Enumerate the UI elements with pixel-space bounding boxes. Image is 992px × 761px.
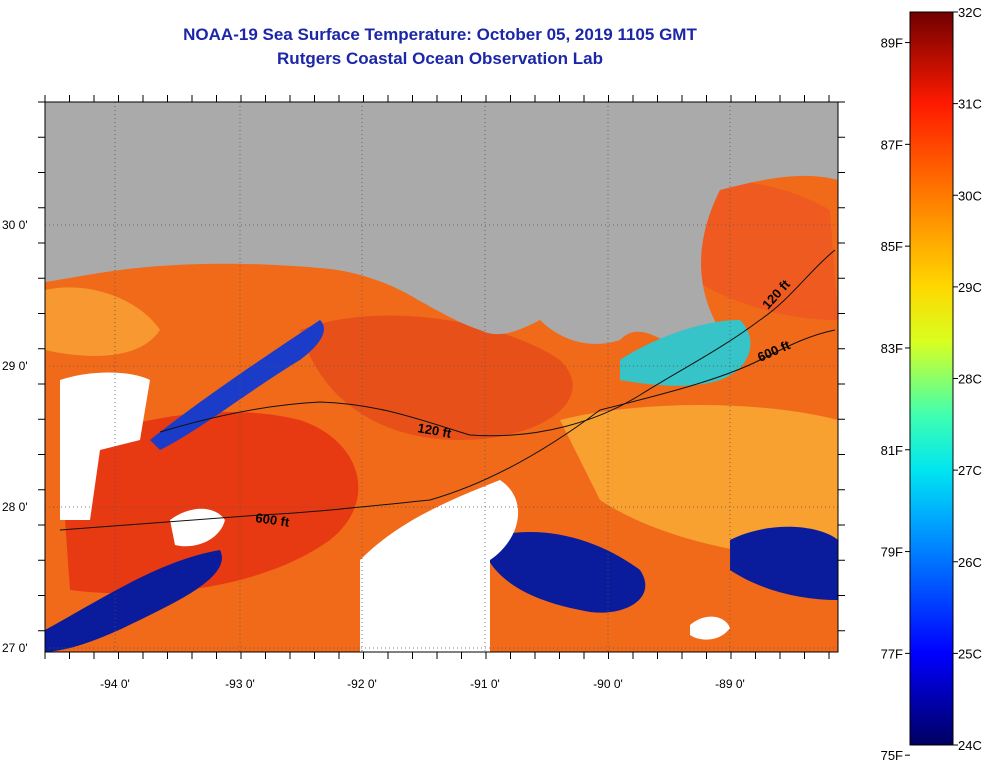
longitude-labels: -94 0' -93 0' -92 0' -91 0' -90 0' -89 0' bbox=[100, 677, 745, 691]
celsius-label: 25C bbox=[958, 646, 982, 661]
celsius-label: 27C bbox=[958, 463, 982, 478]
celsius-label: 28C bbox=[958, 372, 982, 387]
lon-label: -89 0' bbox=[715, 677, 745, 691]
sst-field bbox=[45, 102, 838, 652]
cool-plume bbox=[620, 320, 751, 386]
lon-label: -93 0' bbox=[225, 677, 255, 691]
fahrenheit-label: 81F bbox=[881, 443, 903, 458]
lon-label: -90 0' bbox=[593, 677, 623, 691]
lat-label: 27 0' bbox=[2, 641, 28, 655]
mild-patch bbox=[45, 287, 160, 356]
colorbar-celsius-labels: 32C 31C 30C 29C 28C 27C 26C 25C 24C bbox=[958, 5, 982, 753]
celsius-label: 31C bbox=[958, 97, 982, 112]
lon-label: -94 0' bbox=[100, 677, 130, 691]
cloud bbox=[60, 372, 150, 520]
cold-streak bbox=[150, 320, 324, 450]
colorbar bbox=[909, 11, 954, 746]
warm-patch bbox=[300, 315, 573, 440]
fahrenheit-label: 79F bbox=[881, 545, 903, 560]
lat-label: 28 0' bbox=[2, 500, 28, 514]
fahrenheit-label: 85F bbox=[881, 239, 903, 254]
contour-120ft bbox=[159, 249, 836, 437]
contour-label: 120 ft bbox=[416, 420, 453, 441]
contour-600ft bbox=[59, 329, 836, 531]
graticule bbox=[45, 102, 838, 652]
celsius-label: 32C bbox=[958, 5, 982, 20]
lon-label: -92 0' bbox=[347, 677, 377, 691]
celsius-label: 24C bbox=[958, 738, 982, 753]
cold-patch bbox=[480, 531, 646, 613]
warm-patch bbox=[60, 411, 359, 594]
colorbar-fahrenheit-labels: 89F 87F 85F 83F 81F 79F 77F 75F bbox=[881, 36, 903, 761]
axis-ticks bbox=[38, 95, 845, 659]
lat-label: 30 0' bbox=[2, 218, 28, 232]
fahrenheit-label: 83F bbox=[881, 341, 903, 356]
fahrenheit-label: 77F bbox=[881, 646, 903, 661]
cloud bbox=[690, 616, 730, 640]
cold-patch bbox=[730, 526, 838, 600]
map-subtitle: Rutgers Coastal Ocean Observation Lab bbox=[277, 49, 603, 68]
land bbox=[45, 102, 838, 360]
mild-patch bbox=[560, 405, 838, 560]
cloud bbox=[170, 508, 225, 547]
fahrenheit-label: 75F bbox=[881, 748, 903, 761]
celsius-label: 26C bbox=[958, 555, 982, 570]
lon-label: -91 0' bbox=[470, 677, 500, 691]
map-title: NOAA-19 Sea Surface Temperature: October… bbox=[183, 25, 697, 44]
latitude-labels: 30 0' 29 0' 28 0' 27 0' bbox=[2, 218, 28, 655]
celsius-label: 29C bbox=[958, 280, 982, 295]
cold-streak bbox=[45, 550, 222, 652]
lat-label: 29 0' bbox=[2, 359, 28, 373]
contour-label: 600 ft bbox=[255, 510, 291, 530]
fahrenheit-label: 89F bbox=[881, 36, 903, 51]
colorbar-ticks bbox=[905, 11, 958, 756]
celsius-label: 30C bbox=[958, 188, 982, 203]
cloud bbox=[360, 480, 519, 652]
fahrenheit-label: 87F bbox=[881, 137, 903, 152]
map-frame bbox=[44, 101, 839, 653]
